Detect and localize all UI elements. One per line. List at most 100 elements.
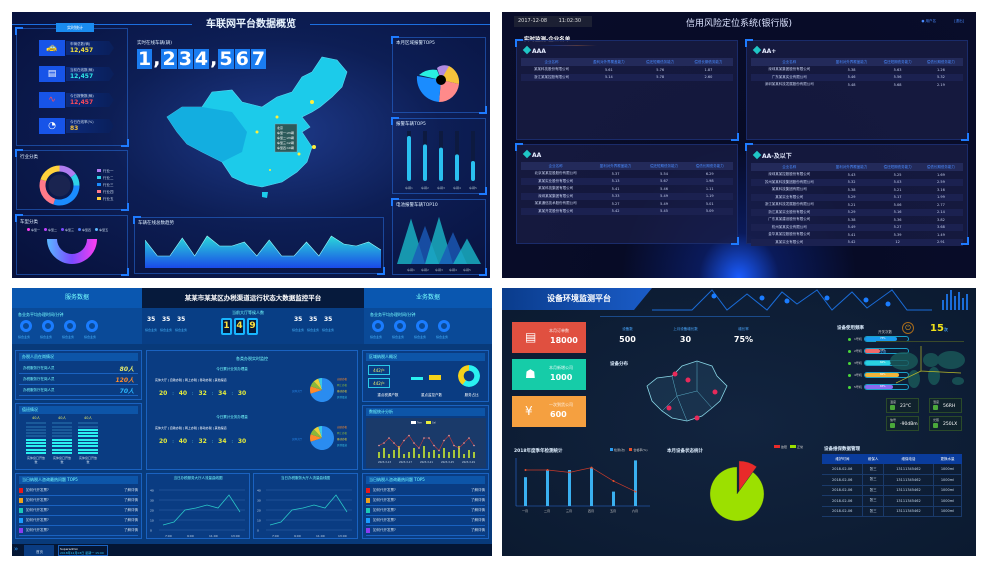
table-cell: 张三 <box>862 464 884 475</box>
faq-detail-link[interactable]: 了解详情 <box>124 498 138 502</box>
monitor-desc: 实体大厅 | 自助办税 | 网上办税 | 移动办税 | 其他渠道 <box>155 378 227 382</box>
x-tick-label: 11:00 <box>316 534 325 538</box>
username: 用户名 <box>925 19 937 23</box>
faq-item[interactable]: 如何代开发票? 了解详情 <box>19 526 138 536</box>
rank-badge-icon <box>19 528 23 533</box>
tab-business-data[interactable]: 业务数据 <box>364 288 492 308</box>
table-row[interactable]: 2018-02-06 张三 13111345462 1000ml <box>822 495 963 506</box>
x-tick-label: 7:00 <box>272 534 279 538</box>
panel-title: 设备分布 <box>610 362 628 367</box>
faq-item[interactable]: 如何代开发票? 了解详情 <box>366 486 485 496</box>
table-row[interactable]: 2018-02-06 张三 13111345462 1000ml <box>822 485 963 496</box>
x-tick-label: 三月 <box>566 509 572 513</box>
table-row[interactable]: 深圳某某控股股份有限公司 5.43 5.25 1.69 <box>751 171 962 179</box>
table-row[interactable]: 浙江某某控股有限公司 5.14 5.78 2.60 <box>521 73 733 81</box>
usage-fill <box>865 361 891 365</box>
window-label: 综合业务 <box>322 328 335 332</box>
table-row[interactable]: 浙江某某实业股份有限公司 5.29 5.16 2.14 <box>751 208 963 216</box>
x-tick-label: 2023-3-25 <box>441 460 454 464</box>
stat-bar <box>468 450 470 458</box>
faq-detail-link[interactable]: 了解详情 <box>124 528 138 532</box>
table-row[interactable]: 深圳某某集团有限公司 5.33 5.49 1.19 <box>521 192 733 200</box>
table-row[interactable]: 某某通信技术股份有限公司 5.27 5.49 5.01 <box>521 200 732 208</box>
faq-item[interactable]: 如何代开发票? 了解详情 <box>19 496 138 506</box>
table-row[interactable]: 金华某某控股股份有限公司 5.41 5.39 1.49 <box>751 231 962 239</box>
y-tick-label: 20 <box>150 509 154 513</box>
home-button[interactable]: 首页 <box>24 545 54 556</box>
waiting-digit: 1 <box>221 318 232 335</box>
table-row[interactable]: 某某实业股份有限公司 5.13 5.67 1.98 <box>521 177 733 185</box>
faq-detail-link[interactable]: 了解详情 <box>124 508 138 512</box>
table-row[interactable]: 2018-02-06 张三 13111345462 1000ml <box>822 506 963 517</box>
table-row[interactable]: 某某开发股份有限公司 5.42 5.45 5.09 <box>521 207 733 215</box>
faq-detail-link[interactable]: 了解详情 <box>124 488 138 492</box>
table-row[interactable]: 北京某某控股股份有限公司 5.37 5.54 6.29 <box>521 170 732 178</box>
logout-link[interactable]: [退出] <box>954 19 964 23</box>
faq-detail-link[interactable]: 了解详情 <box>471 498 485 502</box>
table-row[interactable]: 广东某某建设股份有限公司 5.38 5.36 3.82 <box>751 216 962 224</box>
monitor-values: 20:40:32:34:30 <box>159 438 246 445</box>
faq-item[interactable]: 如何代开发票? 了解详情 <box>366 506 485 516</box>
faq-item[interactable]: 如何代开发票? 了解详情 <box>366 526 485 536</box>
faq-question: 如何代开发票? <box>26 528 49 532</box>
pie-slice <box>310 434 322 442</box>
vehicle-doc-icon: ▤ <box>39 66 65 82</box>
tab-service-data[interactable]: 服务数据 <box>12 288 142 308</box>
table-row[interactable]: 某某科技集团有限公司 5.38 5.21 3.16 <box>751 186 962 194</box>
table-cell: 5.36 <box>893 217 902 222</box>
faq-item[interactable]: 如何代开发票? 了解详情 <box>19 486 138 496</box>
card-value: 600 <box>550 410 567 419</box>
faq-item[interactable]: 如何代开发票? 了解详情 <box>366 516 485 526</box>
column-header: 偿还短期债务能力 <box>875 58 920 66</box>
faq-detail-link[interactable]: 了解详情 <box>471 508 485 512</box>
faq-item[interactable]: 如何代开发票? 了解详情 <box>366 496 485 506</box>
table-row[interactable]: 某某科技股份有限公司 5.61 5.76 1.87 <box>521 66 732 74</box>
table-row[interactable]: 深圳某某科技发展股份有限公司 5.48 5.68 2.19 <box>751 81 962 89</box>
realtime-tab[interactable]: 实时统计 <box>56 23 94 32</box>
annual-bar <box>590 467 593 506</box>
counter-digit: , <box>210 48 218 70</box>
table-row[interactable]: 2018-02-06 张三 13111345462 1000ml <box>822 474 963 485</box>
stat-point <box>453 444 455 447</box>
province-map[interactable] <box>642 356 732 426</box>
user-link[interactable]: ● 用户名 <box>921 19 937 23</box>
faq-detail-link[interactable]: 了解详情 <box>124 518 138 522</box>
table-row[interactable]: 某某实业有限公司 5.29 5.17 1.99 <box>751 193 963 201</box>
column-header: 盈利对外界覆盖能力 <box>589 162 642 170</box>
table-cell: 5.38 <box>847 187 856 192</box>
table-cell: 5.16 <box>875 208 920 216</box>
expand-icon[interactable]: » <box>14 545 19 553</box>
table-cell: 1.98 <box>686 177 733 185</box>
faq-detail-link[interactable]: 了解详情 <box>471 518 485 522</box>
table-row[interactable]: 浙江某某科技发展股份有限公司 5.21 5.06 2.77 <box>751 201 962 209</box>
faq-detail-link[interactable]: 了解详情 <box>471 488 485 492</box>
table-row[interactable]: 广东某某实业有限公司 5.46 5.56 5.32 <box>751 73 963 81</box>
table-row[interactable]: 某某实业有限公司 5.42 12 2.91 <box>751 238 963 246</box>
y-tick-label: 40 <box>257 489 261 493</box>
legend-swatch <box>610 448 613 451</box>
usage-progress-bar <box>864 372 909 378</box>
mileage-triangle-chart: 车辆1 车辆2 车辆3 车辆4 车辆5 <box>397 216 481 272</box>
column-header: 偿债长期债务能力 <box>684 58 733 66</box>
table-cell: 5.46 <box>827 73 876 81</box>
sensor-value: 23°C <box>900 404 912 409</box>
faq-item[interactable]: 如何代开发票? 了解详情 <box>19 506 138 516</box>
pie-slice <box>318 378 322 390</box>
mileage-panel: 电池报警车辆TOP10 车辆1 车辆2 车辆3 车辆4 车辆5 <box>391 198 487 276</box>
panel-title: 行业分类 <box>20 155 38 160</box>
faq-item[interactable]: 如何代开发票? 了解详情 <box>19 516 138 526</box>
table-row[interactable]: 2018-02-06 张三 13111345462 1000ml <box>822 464 963 475</box>
faq-detail-link[interactable]: 了解详情 <box>471 528 485 532</box>
table-row[interactable]: 苏州某某科技集团股份有限公司 5.32 5.03 2.59 <box>751 178 963 186</box>
annual-bar <box>634 460 637 506</box>
power-icon[interactable]: ⏻ <box>902 322 914 334</box>
trend-area-chart <box>145 235 381 268</box>
table-row[interactable]: 某某科技集团有限公司 5.41 5.46 1.11 <box>521 185 732 193</box>
y-tick-label: 0 <box>257 529 259 533</box>
table-row[interactable]: 杭州某某实业有限公司 5.49 5.27 3.68 <box>751 223 963 231</box>
usage-text: 35% <box>880 349 886 352</box>
date-text: 2017-12-08 <box>518 18 548 24</box>
table-row[interactable]: 深圳某某集团股份有限公司 5.38 5.63 1.26 <box>751 66 962 74</box>
